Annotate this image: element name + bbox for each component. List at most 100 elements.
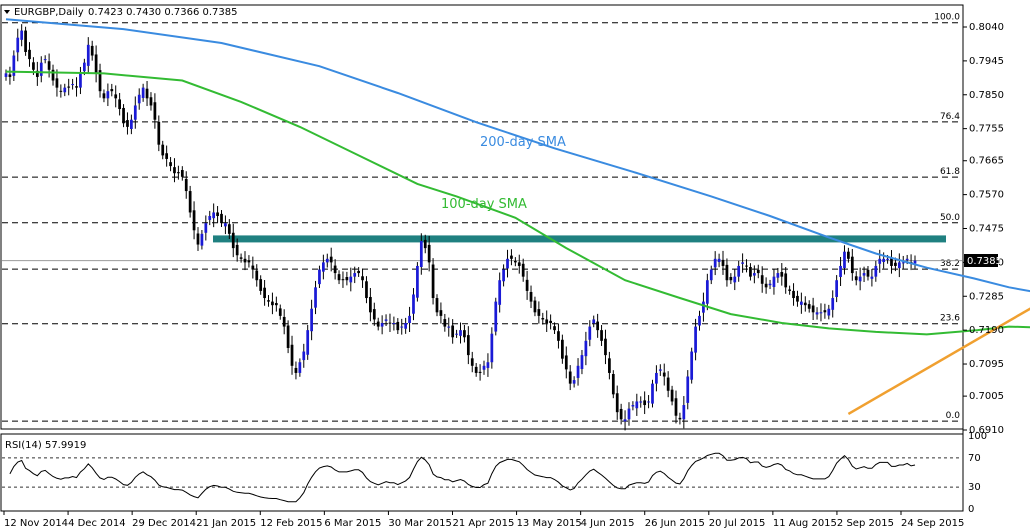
candle-down	[122, 107, 125, 124]
candle-down	[357, 270, 360, 274]
candle	[772, 268, 776, 295]
candle	[251, 256, 255, 279]
candle	[388, 313, 392, 332]
candle	[768, 279, 772, 290]
candle	[90, 40, 94, 61]
candle-down	[670, 389, 674, 402]
candle	[294, 361, 298, 380]
candle-up	[882, 258, 886, 263]
candle-down	[807, 304, 811, 309]
candle-down	[173, 167, 176, 174]
time-tick-label: 24 Sep 2015	[901, 518, 964, 529]
candle-down	[510, 255, 513, 259]
candle	[513, 257, 517, 267]
candle	[682, 396, 686, 429]
candle-down	[161, 144, 165, 156]
candle-down	[784, 273, 788, 288]
ohlc-values: 0.7423 0.7430 0.7366 0.7385	[88, 7, 238, 18]
candle-up	[694, 326, 697, 353]
candle-up	[455, 333, 458, 335]
candle-up	[482, 365, 486, 370]
candle-down	[126, 120, 129, 127]
candle-down	[866, 269, 870, 277]
candle	[545, 310, 549, 332]
candle-up	[874, 265, 878, 277]
candle	[835, 275, 839, 303]
candle-up	[71, 84, 74, 86]
candle	[608, 351, 611, 380]
candle	[466, 326, 470, 365]
candle	[416, 262, 419, 302]
candle-down	[365, 281, 368, 299]
candle-down	[463, 330, 466, 338]
candle-down	[666, 377, 670, 391]
candle	[537, 301, 541, 324]
candle-up	[298, 362, 302, 373]
support-trendline	[847, 307, 1030, 416]
last-price-text: 0.7385	[967, 256, 1002, 267]
candle-down	[894, 262, 897, 266]
candle	[427, 235, 431, 272]
candle-up	[698, 315, 701, 326]
candle-up	[835, 280, 839, 297]
fib-label: 76.4	[940, 112, 960, 122]
candle-down	[243, 258, 247, 263]
candle	[639, 396, 643, 408]
candle	[568, 365, 572, 391]
candle-down	[32, 62, 35, 70]
candle-up	[588, 326, 592, 340]
candle-up	[702, 301, 705, 313]
candle-down	[114, 94, 118, 99]
candle	[627, 402, 631, 426]
candle-down	[678, 417, 682, 420]
candle	[752, 265, 756, 284]
candle-down	[369, 296, 372, 313]
candle-up	[12, 55, 16, 76]
candle-up	[627, 408, 631, 420]
candle	[67, 78, 71, 96]
candle	[153, 93, 157, 129]
candle-down	[811, 305, 815, 313]
dropdown-arrow-icon[interactable]	[4, 10, 10, 14]
candle	[705, 273, 709, 311]
fibonacci-levels: 100.0 76.4 61.8 50.0 38.2 23.6 0.0	[2, 13, 962, 422]
candle-up	[862, 273, 866, 276]
candle-down	[51, 69, 55, 81]
price-tick-label: 0.7005	[969, 391, 1004, 402]
candle	[376, 317, 380, 331]
candle-down	[796, 295, 799, 302]
candle-down	[67, 86, 71, 88]
candle-up	[86, 44, 90, 66]
candle	[98, 63, 102, 98]
candle-down	[643, 400, 647, 406]
candle-down	[153, 102, 157, 120]
candle	[737, 260, 741, 282]
candle	[541, 312, 545, 325]
price-tick-label: 0.7285	[969, 291, 1004, 302]
candle-down	[803, 302, 807, 306]
candle-down	[90, 45, 94, 56]
candle	[43, 55, 47, 64]
candle-down	[267, 300, 270, 302]
candle-down	[549, 320, 552, 324]
candle-down	[149, 97, 153, 106]
resistance-zone-bar	[213, 235, 946, 243]
candle	[212, 203, 216, 228]
time-tick-label: 21 Jan 2015	[196, 518, 256, 529]
rsi-indicator	[2, 452, 962, 503]
candle-up	[224, 223, 227, 227]
candle	[843, 245, 846, 275]
candle	[678, 412, 682, 425]
candle-down	[721, 259, 725, 266]
fib-label: 23.6	[940, 314, 960, 324]
candle-up	[886, 258, 889, 260]
candle-up	[870, 276, 874, 279]
candle	[443, 313, 447, 332]
candle-up	[843, 251, 846, 269]
candle	[749, 263, 752, 281]
candle-up	[212, 212, 216, 219]
candle	[200, 229, 204, 250]
candle	[51, 64, 55, 86]
candle	[39, 56, 43, 83]
